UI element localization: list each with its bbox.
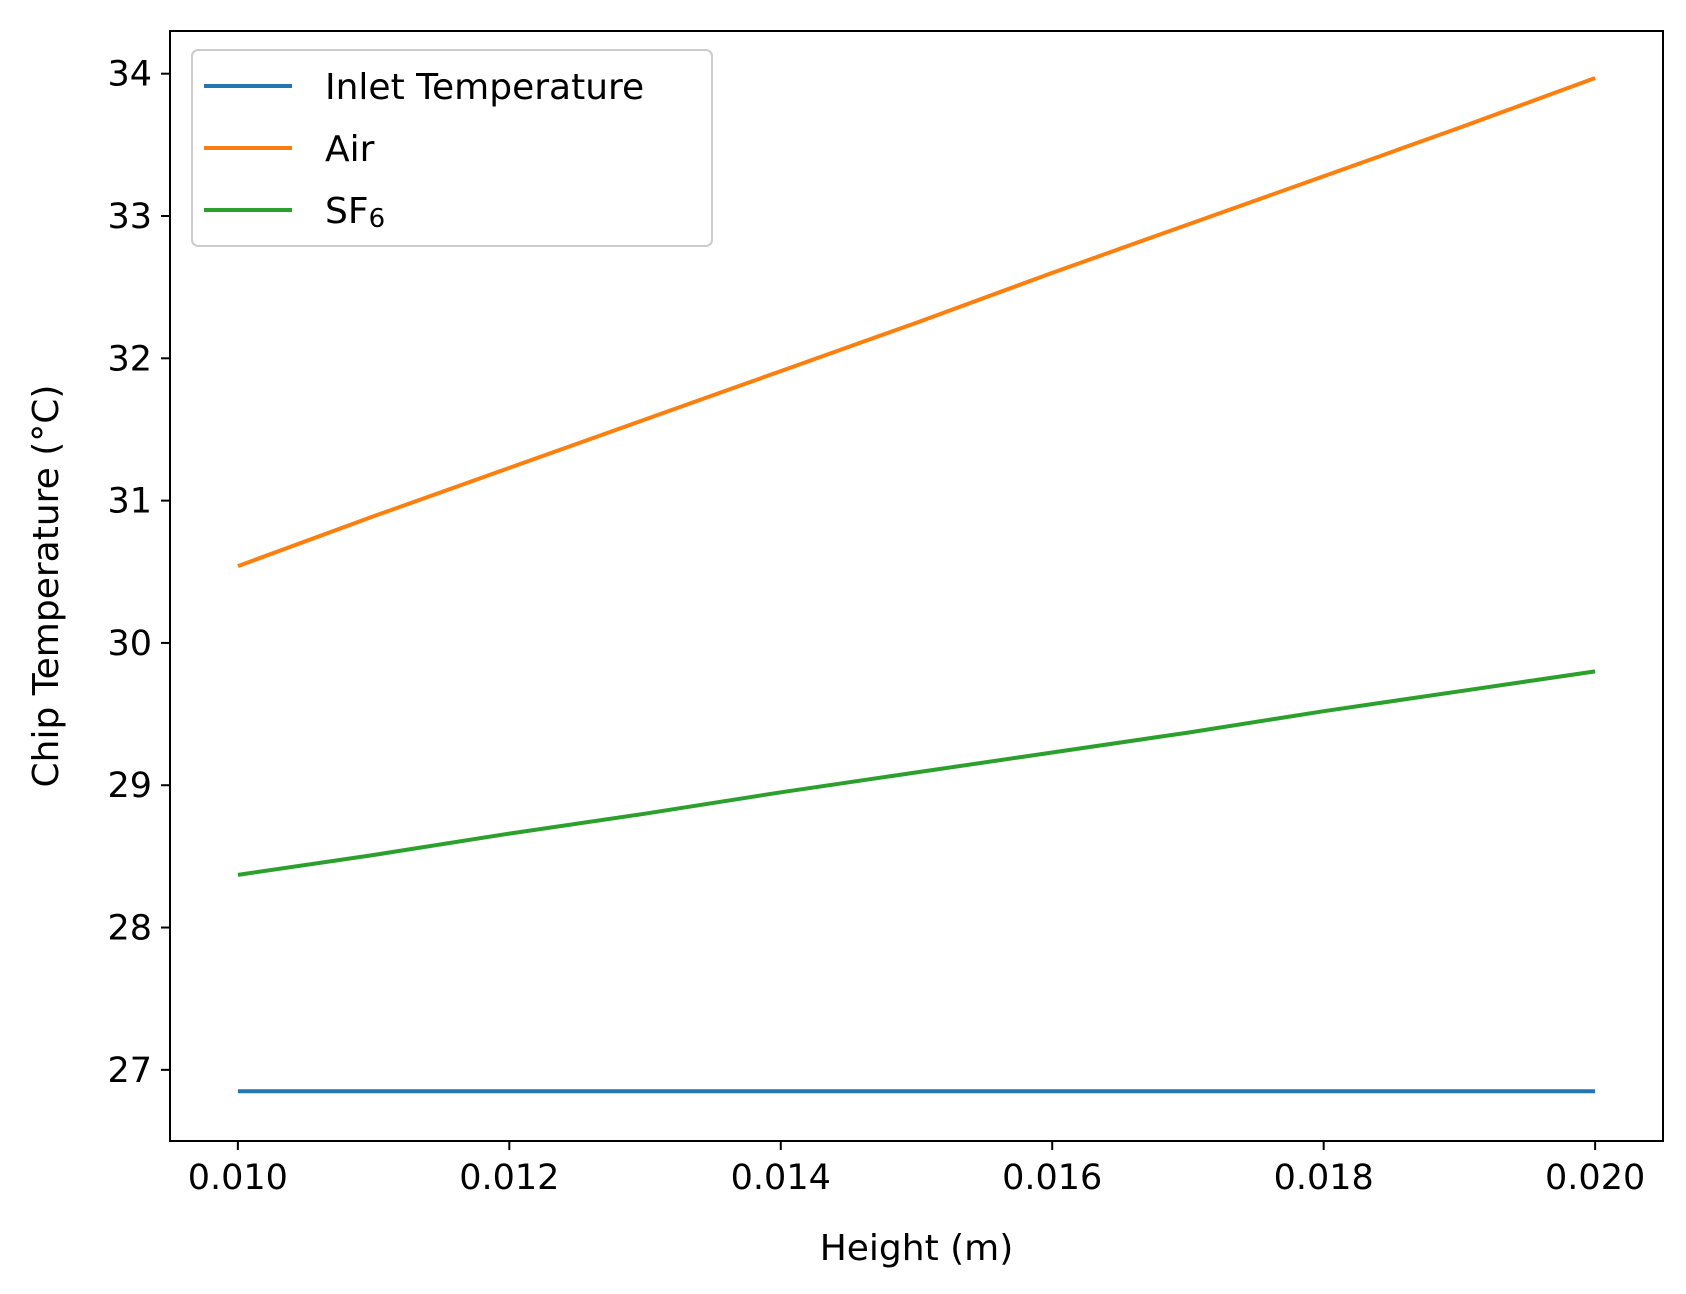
- legend-label-text: Inlet Temperature: [325, 67, 644, 108]
- legend-label: SF6: [325, 191, 385, 234]
- x-tick-label: 0.016: [1002, 1158, 1102, 1198]
- legend: Inlet Temperature Air SF6: [191, 49, 713, 247]
- x-tick-label: 0.010: [188, 1158, 288, 1198]
- legend-label-subscript: 6: [369, 204, 386, 234]
- y-tick-label: 33: [107, 197, 152, 237]
- x-tick-label: 0.020: [1545, 1158, 1645, 1198]
- legend-label-text: Air: [325, 129, 375, 170]
- legend-label-text: SF: [325, 191, 369, 232]
- x-axis-ticks: 0.010 0.012 0.014 0.016 0.018 0.020: [188, 1141, 1645, 1198]
- y-axis-label: Chip Temperature (°C): [26, 385, 67, 788]
- y-tick-label: 31: [107, 482, 152, 522]
- y-tick-label: 27: [107, 1051, 152, 1091]
- x-axis-label: Height (m): [820, 1228, 1014, 1269]
- legend-label: Air: [325, 129, 375, 170]
- y-tick-label: 30: [107, 624, 152, 664]
- series-layer: [237, 76, 1596, 1094]
- y-tick-label: 32: [107, 339, 152, 379]
- y-axis-ticks: 27 28 29 30 31 32 33 34: [107, 55, 170, 1091]
- y-tick-label: 34: [107, 55, 152, 95]
- y-tick-label: 29: [107, 766, 152, 806]
- x-tick-label: 0.012: [459, 1158, 559, 1198]
- x-tick-label: 0.018: [1274, 1158, 1374, 1198]
- legend-label: Inlet Temperature: [325, 67, 644, 108]
- axes-frame: [169, 30, 1664, 1142]
- series-line-2: [237, 76, 1596, 568]
- y-tick-label: 28: [107, 909, 152, 949]
- series-line-3: [237, 669, 1596, 877]
- legend-box: [191, 49, 713, 247]
- x-tick-label: 0.014: [731, 1158, 831, 1198]
